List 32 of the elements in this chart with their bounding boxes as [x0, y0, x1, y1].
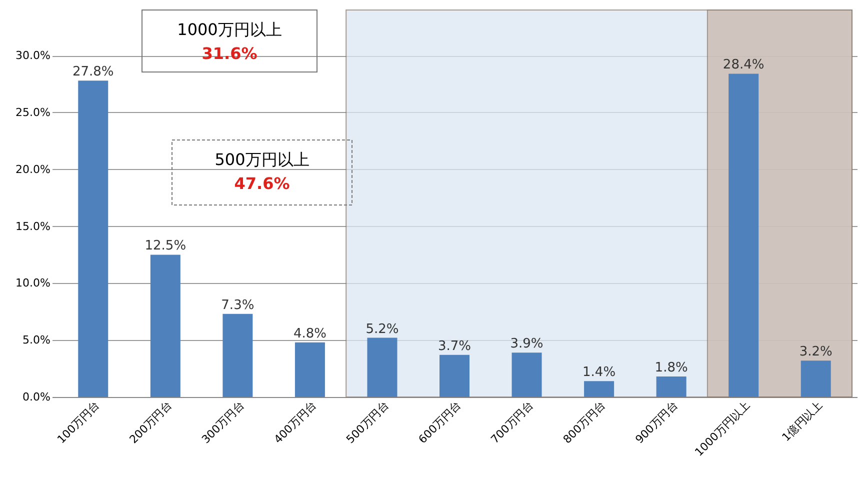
data-label: 12.5% [144, 238, 186, 254]
annotation: 1000万円以上 31.6% [177, 20, 282, 63]
y-tick-label: 0.0% [22, 390, 50, 404]
y-tick-label: 10.0% [16, 276, 50, 290]
bar [728, 74, 759, 397]
data-label: 1.4% [582, 365, 616, 380]
bar [150, 254, 180, 397]
bar [800, 360, 831, 397]
y-tick-label: 20.0% [16, 162, 50, 176]
data-label: 3.2% [799, 344, 832, 360]
y-tick-label: 25.0% [16, 106, 50, 119]
data-label: 27.8% [72, 64, 114, 80]
data-label: 3.9% [510, 336, 544, 352]
data-label: 4.8% [293, 326, 326, 342]
annotation: 500万円以上 47.6% [214, 150, 310, 193]
y-tick-label: 15.0% [16, 220, 50, 233]
bar [584, 381, 614, 397]
y-tick-label: 30.0% [16, 49, 50, 62]
y-tick-label: 5.0% [22, 334, 50, 347]
bar [222, 314, 253, 397]
bar [656, 376, 686, 397]
bar [367, 338, 398, 397]
data-label: 1.8% [654, 360, 688, 376]
bar [440, 354, 470, 397]
data-label: 28.4% [722, 58, 764, 73]
bar [512, 352, 542, 397]
data-label: 5.2% [366, 322, 399, 337]
x-tick-label: 1億円以上 [780, 398, 825, 444]
data-label: 3.7% [438, 338, 472, 354]
bar [78, 80, 108, 397]
bar [294, 342, 325, 397]
data-label: 7.3% [221, 298, 254, 313]
